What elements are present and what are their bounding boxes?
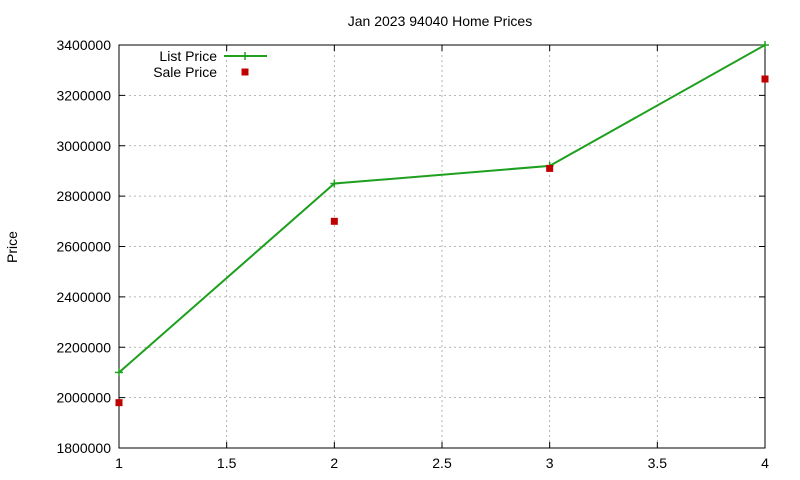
y-tick-label: 3000000	[56, 138, 111, 154]
y-tick-label: 2800000	[56, 188, 111, 204]
plot-frame	[118, 44, 766, 449]
y-tick-label: 3200000	[56, 87, 111, 103]
y-tick-label: 1800000	[56, 440, 111, 456]
sale-price-point	[761, 75, 769, 83]
x-tick-label: 3	[546, 455, 554, 471]
x-tick-label: 1	[115, 455, 123, 471]
legend-label-sale-price: Sale Price	[153, 64, 217, 80]
sale-price-point	[115, 399, 123, 407]
y-tick-label: 2000000	[56, 390, 111, 406]
y-axis-label: Price	[4, 231, 20, 263]
x-tick-label: 4	[761, 455, 769, 471]
x-tick-label: 1.5	[217, 455, 237, 471]
sale-price-point	[330, 217, 338, 225]
axes: 1 1.5 2 2.5 3 3.5 4 1800000 2000000 2200000 240000…	[56, 37, 769, 471]
y-tick-label: 2600000	[56, 239, 111, 255]
list-price-point	[330, 179, 339, 188]
y-tick-label: 2400000	[56, 289, 111, 305]
series	[115, 41, 769, 407]
list-price-line	[118, 44, 766, 374]
y-tick-label: 3400000	[56, 37, 111, 53]
list-price-point	[115, 368, 123, 377]
y-tick-label: 2200000	[56, 339, 111, 355]
list-price-point	[761, 41, 769, 49]
sale-price-point	[546, 164, 554, 172]
x-tick-label: 2.5	[432, 455, 452, 471]
x-tick-label: 2	[330, 455, 338, 471]
legend-marker-sale-price	[241, 68, 249, 76]
legend-label-list-price: List Price	[159, 48, 217, 64]
grid	[119, 45, 765, 448]
chart-title: Jan 2023 94040 Home Prices	[348, 13, 532, 29]
legend-marker-list-price	[241, 52, 249, 60]
x-tick-label: 3.5	[648, 455, 668, 471]
